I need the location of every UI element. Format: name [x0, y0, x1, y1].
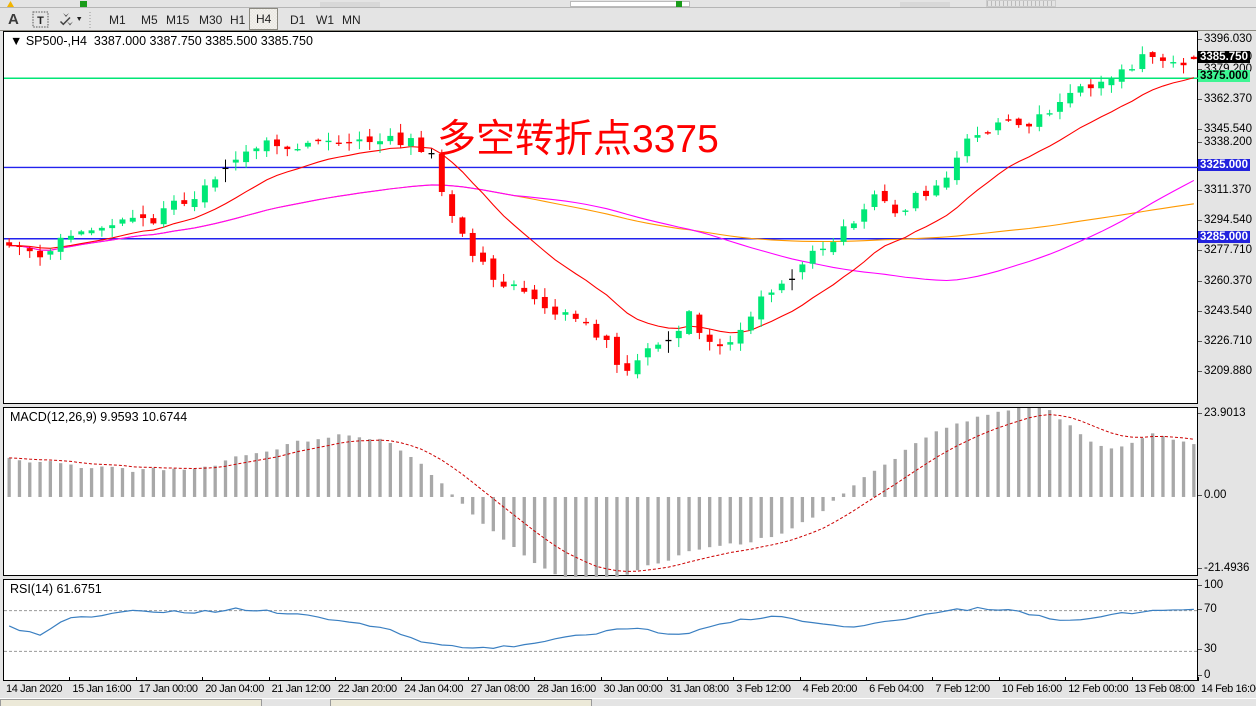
- svg-text:T: T: [37, 15, 44, 27]
